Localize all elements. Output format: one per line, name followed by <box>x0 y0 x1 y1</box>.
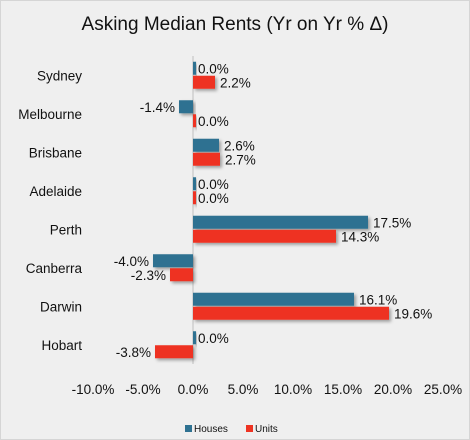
data-label-houses-adelaide: 0.0% <box>198 177 229 192</box>
legend-label-units: Units <box>255 424 278 435</box>
data-label-units-hobart: -3.8% <box>116 345 151 360</box>
category-label-sydney: Sydney <box>37 68 82 83</box>
data-label-houses-melbourne: -1.4% <box>140 100 175 115</box>
category-label-canberra: Canberra <box>26 261 83 276</box>
bar-units-sydney <box>193 75 215 89</box>
data-label-units-darwin: 19.6% <box>394 306 432 321</box>
bar-houses-brisbane <box>193 138 219 152</box>
bar-houses-adelaide <box>193 177 196 191</box>
data-label-units-melbourne: 0.0% <box>198 114 229 129</box>
category-label-darwin: Darwin <box>40 299 82 314</box>
data-label-units-perth: 14.3% <box>341 229 379 244</box>
x-tick-label: 10.0% <box>274 382 312 397</box>
data-label-houses-canberra: -4.0% <box>114 254 149 269</box>
category-label-brisbane: Brisbane <box>29 145 82 160</box>
bar-houses-perth <box>193 215 368 229</box>
data-label-houses-darwin: 16.1% <box>359 292 397 307</box>
bar-units-brisbane <box>193 152 220 166</box>
data-label-houses-perth: 17.5% <box>373 215 411 230</box>
x-tick-label: -10.0% <box>72 382 115 397</box>
data-label-units-canberra: -2.3% <box>131 268 166 283</box>
data-label-houses-brisbane: 2.6% <box>224 138 255 153</box>
bar-units-canberra <box>170 268 193 282</box>
x-tick-label: 25.0% <box>424 382 462 397</box>
bar-houses-canberra <box>153 254 193 268</box>
bar-houses-melbourne <box>179 100 193 114</box>
data-label-houses-hobart: 0.0% <box>198 331 229 346</box>
category-label-perth: Perth <box>50 222 82 237</box>
chart-title: Asking Median Rents (Yr on Yr % Δ) <box>82 14 389 35</box>
legend-label-houses: Houses <box>194 424 228 435</box>
x-tick-label: 0.0% <box>178 382 209 397</box>
bar-units-darwin <box>193 306 389 320</box>
x-tick-label: 20.0% <box>374 382 412 397</box>
data-label-houses-sydney: 0.0% <box>198 61 229 76</box>
bar-units-adelaide <box>193 191 196 205</box>
category-label-hobart: Hobart <box>41 338 82 353</box>
category-label-adelaide: Adelaide <box>29 184 82 199</box>
data-label-units-adelaide: 0.0% <box>198 191 229 206</box>
data-label-units-brisbane: 2.7% <box>225 152 256 167</box>
bar-units-melbourne <box>193 114 196 128</box>
category-label-melbourne: Melbourne <box>18 107 82 122</box>
bar-houses-hobart <box>193 331 196 345</box>
legend-swatch-units <box>246 425 253 432</box>
data-label-units-sydney: 2.2% <box>220 75 251 90</box>
x-tick-label: 15.0% <box>324 382 362 397</box>
bar-units-perth <box>193 229 336 243</box>
x-tick-label: 5.0% <box>228 382 259 397</box>
legend: Houses Units <box>185 424 278 435</box>
x-tick-label: -5.0% <box>125 382 160 397</box>
bar-houses-sydney <box>193 61 196 75</box>
legend-swatch-houses <box>185 425 192 432</box>
bar-units-hobart <box>155 345 193 359</box>
bar-houses-darwin <box>193 292 354 306</box>
